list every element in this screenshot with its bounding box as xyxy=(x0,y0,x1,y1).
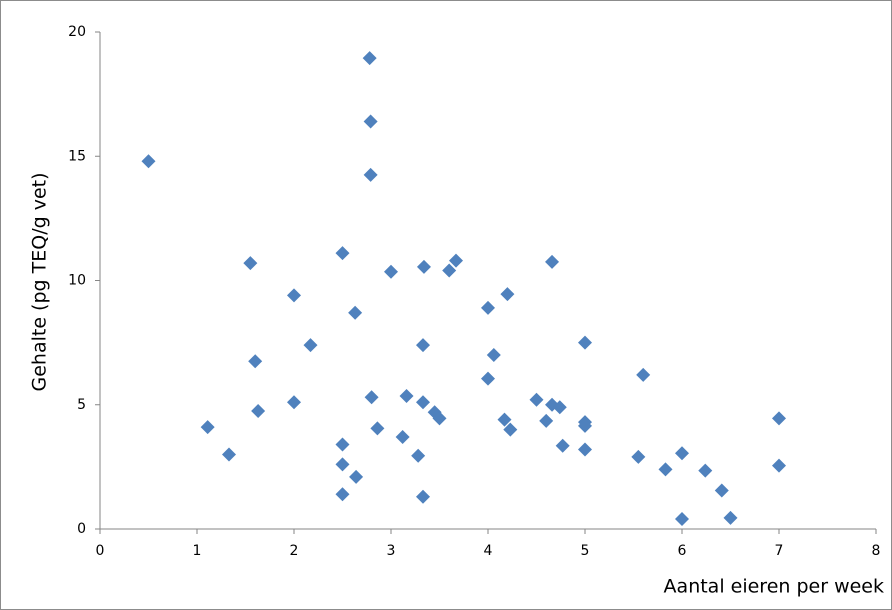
point xyxy=(303,338,318,353)
point xyxy=(141,154,156,169)
x-tick-label: 0 xyxy=(96,543,105,559)
point xyxy=(555,438,570,453)
point xyxy=(416,395,431,410)
point xyxy=(486,348,501,363)
point xyxy=(384,264,398,279)
y-tick-label: 15 xyxy=(68,148,86,164)
x-tick-label: 8 xyxy=(872,543,881,559)
point xyxy=(248,354,263,369)
point xyxy=(578,418,592,433)
point xyxy=(772,458,786,473)
point xyxy=(363,114,378,129)
point xyxy=(363,167,378,182)
x-axis-title: Aantal eieren per week xyxy=(664,576,884,598)
point xyxy=(552,400,567,415)
point xyxy=(416,489,431,504)
point xyxy=(675,512,689,527)
point xyxy=(636,367,651,382)
point xyxy=(631,449,646,464)
point xyxy=(539,413,554,428)
point xyxy=(714,483,729,498)
x-tick-label: 4 xyxy=(484,543,493,559)
point xyxy=(200,420,215,435)
point xyxy=(503,422,518,437)
x-tick-label: 3 xyxy=(387,543,396,559)
y-tick-label: 0 xyxy=(77,521,86,537)
x-tick-label: 1 xyxy=(193,543,202,559)
y-tick-label: 5 xyxy=(77,397,86,413)
y-tick-label: 20 xyxy=(68,24,86,40)
point xyxy=(432,411,447,426)
point xyxy=(500,287,515,302)
point xyxy=(287,288,301,303)
point xyxy=(251,403,266,418)
point xyxy=(287,395,301,410)
point xyxy=(349,469,364,484)
x-tick-label: 7 xyxy=(775,543,784,559)
point xyxy=(395,430,410,445)
point xyxy=(416,259,431,274)
x-tick-label: 2 xyxy=(290,543,299,559)
point xyxy=(222,447,237,462)
point xyxy=(411,448,426,463)
point xyxy=(348,305,363,320)
point xyxy=(243,256,258,271)
point xyxy=(364,390,379,405)
point xyxy=(529,392,544,407)
point xyxy=(399,389,414,404)
point xyxy=(578,335,592,350)
point xyxy=(442,263,457,278)
point xyxy=(481,300,495,315)
point xyxy=(481,371,495,386)
point xyxy=(416,338,431,353)
point xyxy=(448,253,463,268)
point xyxy=(723,510,738,525)
point xyxy=(335,246,350,261)
point xyxy=(698,463,713,478)
point xyxy=(335,487,350,502)
x-tick-label: 5 xyxy=(581,543,590,559)
point xyxy=(675,446,689,461)
y-axis-title: Gehalte (pg TEQ/g vet) xyxy=(29,173,51,392)
x-tick-label: 6 xyxy=(678,543,687,559)
y-tick-label: 10 xyxy=(68,273,86,289)
point xyxy=(497,412,512,427)
point xyxy=(335,437,350,452)
point xyxy=(772,411,786,426)
point xyxy=(362,51,377,66)
point xyxy=(335,457,350,472)
point xyxy=(370,421,385,436)
point xyxy=(658,462,673,477)
point xyxy=(578,442,592,457)
point xyxy=(545,254,560,269)
